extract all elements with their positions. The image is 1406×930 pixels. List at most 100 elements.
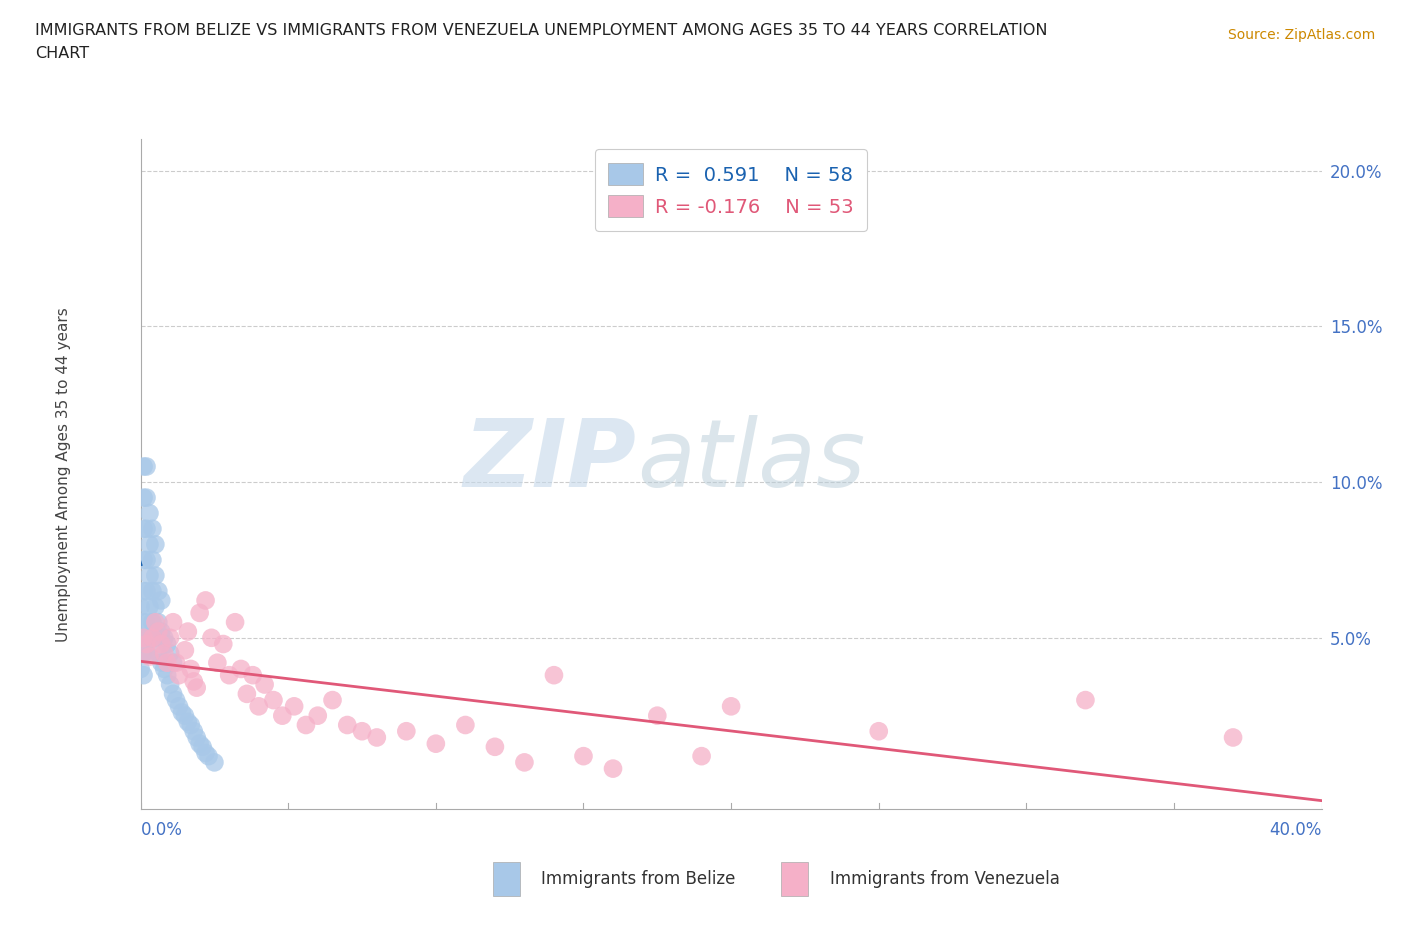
Point: [454, 718, 477, 733]
Text: 40.0%: 40.0%: [1270, 820, 1322, 839]
Point: [162, 656, 184, 671]
Point: [602, 761, 624, 776]
Point: [132, 522, 155, 537]
Point: [138, 568, 160, 583]
Point: [200, 631, 222, 645]
Point: [177, 624, 200, 639]
Point: [150, 593, 173, 608]
Point: [159, 677, 181, 692]
Point: [174, 709, 197, 724]
Point: [262, 693, 284, 708]
Point: [868, 724, 890, 738]
Point: [513, 755, 536, 770]
Text: atlas: atlas: [637, 416, 865, 507]
Point: [138, 649, 160, 664]
Point: [425, 737, 447, 751]
Point: [135, 615, 157, 630]
Point: [150, 656, 173, 671]
Point: [132, 646, 155, 661]
Point: [141, 615, 163, 630]
Point: [132, 584, 155, 599]
Point: [242, 668, 264, 683]
Point: [366, 730, 388, 745]
Point: [150, 624, 173, 639]
Text: IMMIGRANTS FROM BELIZE VS IMMIGRANTS FROM VENEZUELA UNEMPLOYMENT AMONG AGES 35 T: IMMIGRANTS FROM BELIZE VS IMMIGRANTS FRO…: [35, 23, 1047, 38]
Point: [141, 631, 163, 645]
Point: [145, 568, 166, 583]
Point: [165, 693, 187, 708]
Point: [138, 599, 160, 614]
Point: [132, 668, 155, 683]
Point: [165, 656, 187, 671]
Point: [212, 637, 235, 652]
Point: [135, 490, 157, 505]
Point: [720, 698, 742, 713]
Text: 0.0%: 0.0%: [141, 820, 183, 839]
Point: [145, 631, 166, 645]
Point: [129, 599, 152, 614]
Point: [186, 680, 208, 695]
Point: [572, 749, 595, 764]
Point: [352, 724, 374, 738]
Point: [156, 668, 179, 683]
Point: [321, 693, 344, 708]
Point: [135, 459, 157, 474]
Point: [156, 656, 179, 671]
Point: [207, 656, 229, 671]
Point: [145, 537, 166, 551]
Point: [224, 615, 246, 630]
Point: [170, 705, 193, 720]
Point: [188, 605, 211, 620]
Point: [395, 724, 418, 738]
Point: [271, 709, 294, 724]
Legend: R =  0.591    N = 58, R = -0.176    N = 53: R = 0.591 N = 58, R = -0.176 N = 53: [595, 149, 868, 231]
Point: [132, 459, 155, 474]
Point: [484, 739, 506, 754]
Point: [153, 661, 176, 676]
Point: [129, 661, 152, 676]
Point: [162, 686, 184, 701]
Point: [156, 637, 179, 652]
Point: [1222, 730, 1244, 745]
Text: Unemployment Among Ages 35 to 44 years: Unemployment Among Ages 35 to 44 years: [56, 307, 72, 642]
Point: [174, 643, 197, 658]
Point: [283, 698, 305, 713]
Point: [138, 537, 160, 551]
Point: [132, 490, 155, 505]
Point: [148, 584, 170, 599]
Text: Immigrants from Venezuela: Immigrants from Venezuela: [830, 870, 1059, 888]
Point: [183, 724, 205, 738]
Point: [141, 522, 163, 537]
Point: [150, 637, 173, 652]
Point: [162, 615, 184, 630]
Point: [236, 686, 259, 701]
Text: Immigrants from Belize: Immigrants from Belize: [541, 870, 735, 888]
Point: [167, 698, 190, 713]
Point: [159, 646, 181, 661]
Point: [148, 615, 170, 630]
Point: [218, 668, 240, 683]
Point: [194, 593, 217, 608]
Point: [135, 584, 157, 599]
Point: [690, 749, 713, 764]
Point: [229, 661, 252, 676]
Point: [145, 615, 166, 630]
Point: [177, 714, 200, 729]
Point: [1074, 693, 1097, 708]
Point: [645, 709, 669, 724]
Text: CHART: CHART: [35, 46, 89, 61]
Point: [202, 755, 225, 770]
Point: [135, 522, 157, 537]
Point: [197, 749, 219, 764]
Point: [336, 718, 359, 733]
Point: [247, 698, 270, 713]
Point: [135, 646, 157, 661]
Point: [138, 631, 160, 645]
Point: [194, 746, 217, 761]
Point: [180, 718, 202, 733]
Point: [132, 552, 155, 567]
Text: ZIP: ZIP: [464, 415, 637, 507]
Point: [167, 668, 190, 683]
Point: [129, 631, 152, 645]
Text: Source: ZipAtlas.com: Source: ZipAtlas.com: [1227, 28, 1375, 42]
